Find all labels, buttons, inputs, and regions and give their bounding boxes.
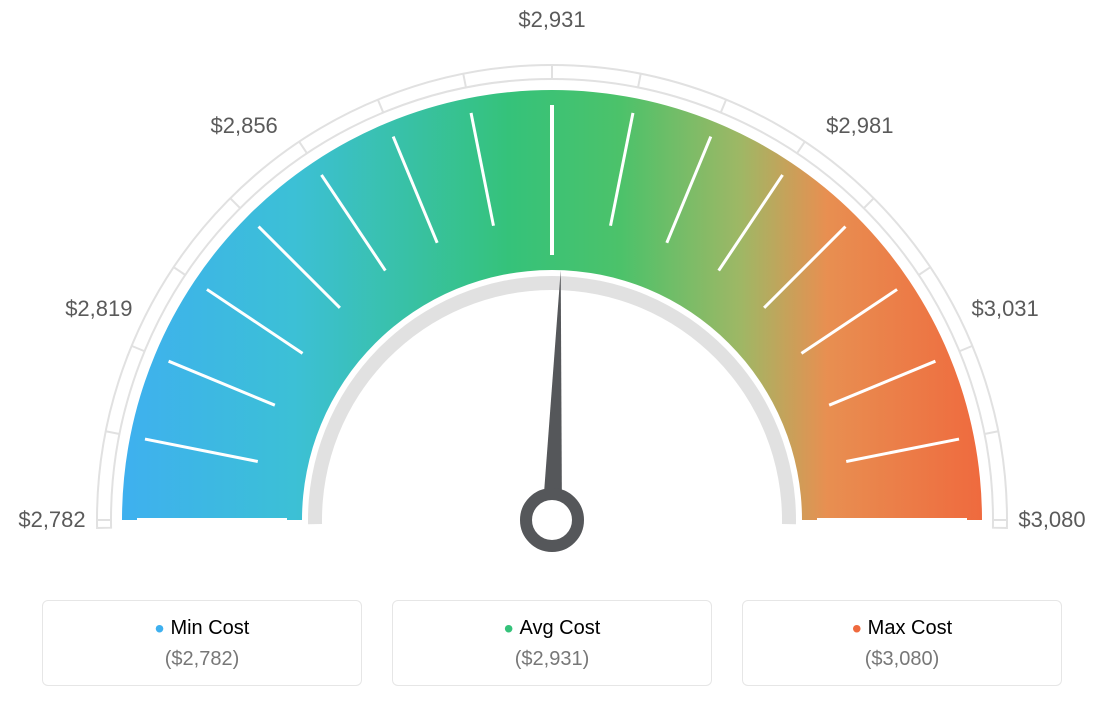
- gauge-tick-label: $2,931: [518, 7, 585, 33]
- gauge-tick-label: $2,782: [18, 507, 85, 533]
- dot-icon: •: [155, 613, 165, 644]
- dot-icon: •: [852, 613, 862, 644]
- legend-avg-title: •Avg Cost: [403, 617, 701, 640]
- legend-card-min: •Min Cost ($2,782): [42, 600, 362, 686]
- legend-min-value: ($2,782): [53, 648, 351, 671]
- legend-avg-value: ($2,931): [403, 648, 701, 671]
- gauge-svg: [20, 20, 1084, 580]
- legend-max-title: •Max Cost: [753, 617, 1051, 640]
- legend-min-label: Min Cost: [170, 617, 249, 639]
- legend-card-max: •Max Cost ($3,080): [742, 600, 1062, 686]
- gauge-tick-label: $2,819: [65, 296, 132, 322]
- gauge-tick-label: $2,856: [211, 113, 278, 139]
- legend-row: •Min Cost ($2,782) •Avg Cost ($2,931) •M…: [20, 600, 1084, 686]
- gauge-tick-label: $3,031: [971, 296, 1038, 322]
- legend-max-label: Max Cost: [868, 617, 952, 639]
- gauge-chart: $2,782$2,819$2,856$2,931$2,981$3,031$3,0…: [20, 20, 1084, 580]
- legend-min-title: •Min Cost: [53, 617, 351, 640]
- dot-icon: •: [504, 613, 514, 644]
- legend-card-avg: •Avg Cost ($2,931): [392, 600, 712, 686]
- legend-avg-label: Avg Cost: [520, 617, 601, 639]
- gauge-tick-label: $3,080: [1018, 507, 1085, 533]
- gauge-tick-label: $2,981: [826, 113, 893, 139]
- legend-max-value: ($3,080): [753, 648, 1051, 671]
